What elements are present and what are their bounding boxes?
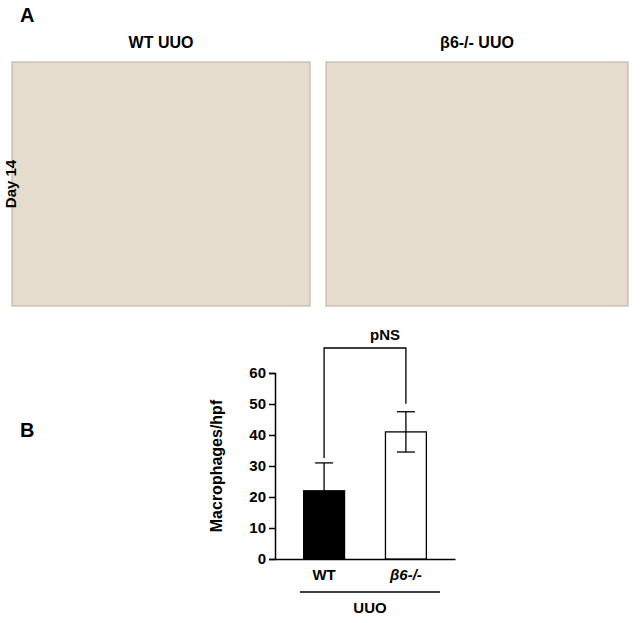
y-axis-title: Macrophages/hpf: [208, 399, 225, 532]
y-tick-mark: [269, 559, 275, 561]
x-axis-line: [276, 559, 456, 561]
group-line: [300, 591, 440, 593]
y-tick-label: 20: [249, 488, 266, 505]
error-bar-line: [397, 451, 415, 452]
y-tick: 60: [249, 364, 275, 381]
x-axis: WT β6-/-: [276, 559, 456, 583]
image-title: β6-/- UUO: [440, 34, 514, 51]
error-bar-line: [323, 463, 324, 519]
y-tick-mark: [269, 435, 275, 437]
x-tick: WT: [312, 559, 335, 583]
y-tick-label: 10: [249, 519, 266, 536]
y-tick: 0: [258, 550, 275, 567]
x-tick: β6-/-: [389, 559, 422, 583]
error-bar-line: [397, 411, 415, 412]
y-tick-label: 40: [249, 426, 266, 443]
plot-area: [304, 432, 427, 559]
y-axis: 0 10 20 30 40 50 60: [249, 364, 275, 567]
group-label: UUO: [353, 599, 387, 616]
x-tick-label: β6-/-: [389, 566, 422, 583]
error-bar-line: [315, 518, 333, 519]
y-tick-mark: [269, 404, 275, 406]
y-tick-label: 30: [249, 457, 266, 474]
error-bar-line: [315, 462, 333, 463]
y-tick-label: 60: [249, 364, 266, 381]
y-tick-mark: [269, 497, 275, 499]
error-bar: [397, 412, 415, 452]
annotation: pNS: [370, 326, 400, 343]
y-tick: 50: [249, 395, 275, 412]
y-tick-label: 50: [249, 395, 266, 412]
y-tick: 30: [249, 457, 275, 474]
y-tick-mark: [269, 373, 275, 375]
error-bar-line: [405, 412, 406, 452]
significance-bracket: [324, 348, 406, 458]
error-bar: [315, 463, 333, 519]
row-label: Day 14: [2, 159, 19, 208]
y-tick: 40: [249, 426, 275, 443]
panel-label: B: [20, 419, 34, 441]
micrograph: [12, 62, 310, 306]
panel-label: A: [20, 4, 34, 26]
y-tick-label: 0: [258, 550, 266, 567]
image-title: WT UUO: [129, 34, 194, 51]
x-tick-label: WT: [312, 566, 335, 583]
y-tick-mark: [269, 466, 275, 468]
micrograph: [326, 62, 628, 306]
y-axis-line: [269, 374, 276, 560]
y-tick-mark: [269, 528, 275, 530]
y-tick: 10: [249, 519, 275, 536]
y-tick: 20: [249, 488, 275, 505]
